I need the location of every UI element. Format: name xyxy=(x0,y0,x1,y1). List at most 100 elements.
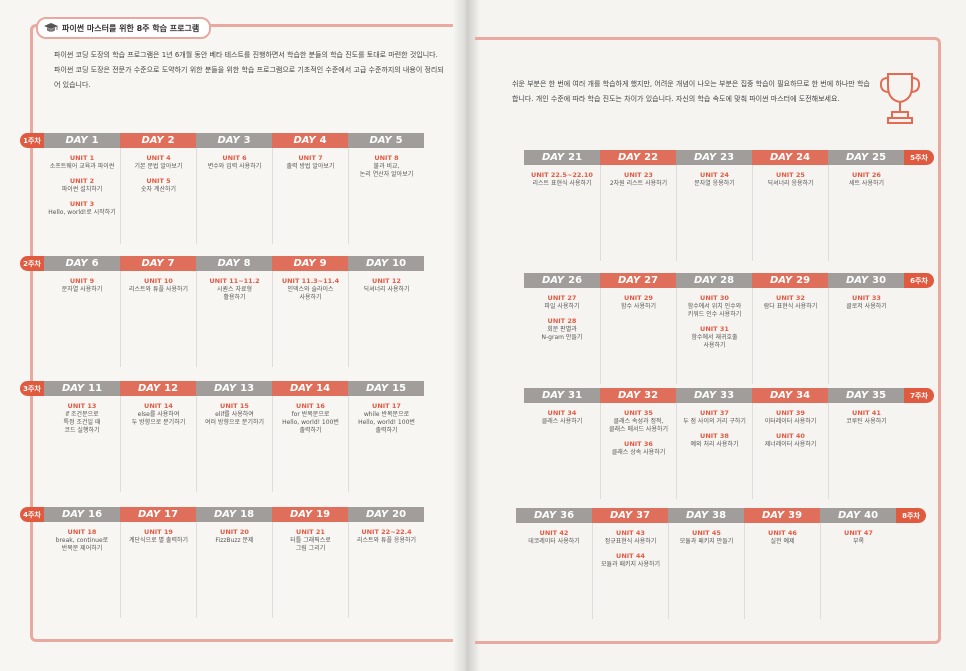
day-column: DAY 31 UNIT 34 클래스 사용하기 xyxy=(524,388,600,499)
day-number: 32 xyxy=(644,390,659,401)
unit-entry: UNIT 43 정규표현식 사용하기 xyxy=(593,529,668,546)
day-number: 15 xyxy=(392,383,407,394)
day-number: 6 xyxy=(91,258,99,269)
unit-title: 소프트웨어 교육과 파이썬 xyxy=(49,163,115,170)
day-units: UNIT 27 파일 사용하기 UNIT 28 회문 판별과 N-gram 만들기 xyxy=(524,288,600,384)
unit-title: 두 점 사이의 거리 구하기 xyxy=(683,418,746,425)
unit-title: 리스트와 튜플 응용하기 xyxy=(356,537,416,544)
unit-entry: UNIT 25 딕셔너리 응용하기 xyxy=(753,171,828,188)
day-column: DAY 14 UNIT 16 for 반복문으로 Hello, world! 100번… xyxy=(272,381,348,492)
unit-title: else를 사용하여 두 방향으로 분기하기 xyxy=(131,411,186,426)
unit-entry: UNIT 17 while 반복문으로 Hello, world! 100번 출력… xyxy=(349,402,424,435)
unit-number: UNIT 3 xyxy=(69,200,95,208)
day-units: UNIT 19 계단식으로 별 출력하기 xyxy=(120,522,196,618)
day-number: 12 xyxy=(164,383,179,394)
unit-entry: UNIT 37 두 점 사이의 거리 구하기 xyxy=(677,409,752,426)
day-label: DAY xyxy=(617,152,641,163)
unit-title: 2차원 리스트 사용하기 xyxy=(609,180,668,187)
unit-title: 파일 사용하기 xyxy=(544,303,580,310)
unit-entry: UNIT 29 함수 사용하기 xyxy=(601,294,676,311)
unit-number: UNIT 39 xyxy=(776,409,805,417)
unit-number: UNIT 36 xyxy=(624,440,653,448)
unit-entry: UNIT 10 리스트와 튜플 사용하기 xyxy=(121,277,196,294)
unit-number: UNIT 20 xyxy=(220,528,249,536)
unit-entry: UNIT 2 파이썬 설치하기 xyxy=(44,177,120,194)
day-header: DAY 8 xyxy=(196,256,272,271)
day-label: DAY xyxy=(65,258,88,269)
day-label: DAY xyxy=(293,258,316,269)
unit-title: 함수에서 재귀호출 사용하기 xyxy=(691,334,738,349)
day-number: 13 xyxy=(240,383,255,394)
unit-number: UNIT 21 xyxy=(296,528,325,536)
day-label: DAY xyxy=(213,383,237,394)
day-column: DAY 33 UNIT 37 두 점 사이의 거리 구하기 UNIT 38 예외 처리 사… xyxy=(676,388,752,499)
day-header: DAY 4 xyxy=(272,133,348,148)
unit-number: UNIT 15 xyxy=(220,402,249,410)
day-column: DAY 17 UNIT 19 계단식으로 별 출력하기 xyxy=(120,507,196,618)
day-column: DAY 35 UNIT 41 코루틴 사용하기 xyxy=(828,388,904,499)
unit-title: 부록 xyxy=(852,538,865,545)
day-header: DAY 16 xyxy=(44,507,120,522)
day-header: DAY 30 xyxy=(828,273,904,288)
unit-entry: UNIT 33 클로저 사용하기 xyxy=(829,294,904,311)
unit-title: 정규표현식 사용하기 xyxy=(604,538,657,545)
unit-title: break, continue로 반복문 제어하기 xyxy=(55,537,109,552)
unit-title: 제너레이터 사용하기 xyxy=(764,441,817,448)
unit-number: UNIT 38 xyxy=(700,432,729,440)
unit-entry: UNIT 44 모듈과 패키지 사용하기 xyxy=(593,552,668,569)
day-header: DAY 3 xyxy=(196,133,272,148)
day-label: DAY xyxy=(213,509,237,520)
day-number: 25 xyxy=(872,152,887,163)
day-header: DAY 18 xyxy=(196,507,272,522)
unit-number: UNIT 43 xyxy=(616,529,645,537)
day-column: DAY 13 UNIT 15 elif를 사용하여 여러 방향으로 분기하기 xyxy=(196,381,272,492)
unit-entry: UNIT 18 break, continue로 반복문 제어하기 xyxy=(44,528,120,553)
day-units: UNIT 4 기본 문법 알아보기 UNIT 5 숫자 계산하기 xyxy=(120,148,196,244)
day-header: DAY 28 xyxy=(676,273,752,288)
week-grid: DAY 31 UNIT 34 클래스 사용하기 DAY 32 UNIT 35 클래스 속성과 … xyxy=(524,388,904,499)
day-label: DAY xyxy=(541,152,565,163)
unit-title: 클래스 사용하기 xyxy=(541,418,583,425)
unit-entry: UNIT 39 이터레이터 사용하기 xyxy=(753,409,828,426)
day-header: DAY 2 xyxy=(120,133,196,148)
day-units: UNIT 18 break, continue로 반복문 제어하기 xyxy=(44,522,120,618)
unit-number: UNIT 45 xyxy=(692,529,721,537)
day-units: UNIT 12 딕셔너리 사용하기 xyxy=(348,271,424,367)
unit-number: UNIT 22.5~22.10 xyxy=(531,171,593,179)
unit-title: 세트 사용하기 xyxy=(848,180,885,187)
unit-title: 인덱스와 슬라이스 사용하기 xyxy=(287,286,334,301)
day-number: 7 xyxy=(167,258,175,269)
day-number: 29 xyxy=(796,275,811,286)
day-column: DAY 39 UNIT 46 실전 예제 xyxy=(744,508,820,619)
unit-title: 예외 처리 사용하기 xyxy=(690,441,739,448)
day-column: DAY 18 UNIT 20 FizzBuzz 문제 xyxy=(196,507,272,618)
unit-title: 이터레이터 사용하기 xyxy=(764,418,817,425)
day-header: DAY 15 xyxy=(348,381,424,396)
day-header: DAY 10 xyxy=(348,256,424,271)
unit-number: UNIT 44 xyxy=(616,552,645,560)
day-column: DAY 3 UNIT 6 변수와 입력 사용하기 xyxy=(196,133,272,244)
day-units: UNIT 25 딕셔너리 응용하기 xyxy=(752,165,828,261)
day-column: DAY 2 UNIT 4 기본 문법 알아보기 UNIT 5 숫자 계산하기 xyxy=(120,133,196,244)
day-column: DAY 16 UNIT 18 break, continue로 반복문 제어하기 xyxy=(44,507,120,618)
unit-title: 파이썬 설치하기 xyxy=(61,186,103,193)
day-label: DAY xyxy=(365,258,389,269)
day-label: DAY xyxy=(761,510,785,521)
day-units: UNIT 7 출력 방법 알아보기 xyxy=(272,148,348,244)
day-column: DAY 10 UNIT 12 딕셔너리 사용하기 xyxy=(348,256,424,367)
day-column: DAY 27 UNIT 29 함수 사용하기 xyxy=(600,273,676,384)
day-number: 34 xyxy=(796,390,811,401)
unit-entry: UNIT 21 터틀 그래픽스로 그림 그리기 xyxy=(273,528,348,553)
day-column: DAY 26 UNIT 27 파일 사용하기 UNIT 28 회문 판별과 N-gram … xyxy=(524,273,600,384)
week-tag: 3주차 xyxy=(20,381,44,396)
week-tag: 5주차 xyxy=(904,150,934,165)
day-units: UNIT 8 불과 비교, 논리 연산자 알아보기 xyxy=(348,148,424,244)
day-label: DAY xyxy=(365,383,389,394)
day-number: 24 xyxy=(796,152,811,163)
unit-entry: UNIT 11.3~11.4 인덱스와 슬라이스 사용하기 xyxy=(273,277,348,302)
unit-entry: UNIT 23 2차원 리스트 사용하기 xyxy=(601,171,676,188)
day-header: DAY 11 xyxy=(44,381,120,396)
unit-entry: UNIT 1 소프트웨어 교육과 파이썬 xyxy=(44,154,120,171)
day-units: UNIT 37 두 점 사이의 거리 구하기 UNIT 38 예외 처리 사용하기 xyxy=(676,403,752,499)
